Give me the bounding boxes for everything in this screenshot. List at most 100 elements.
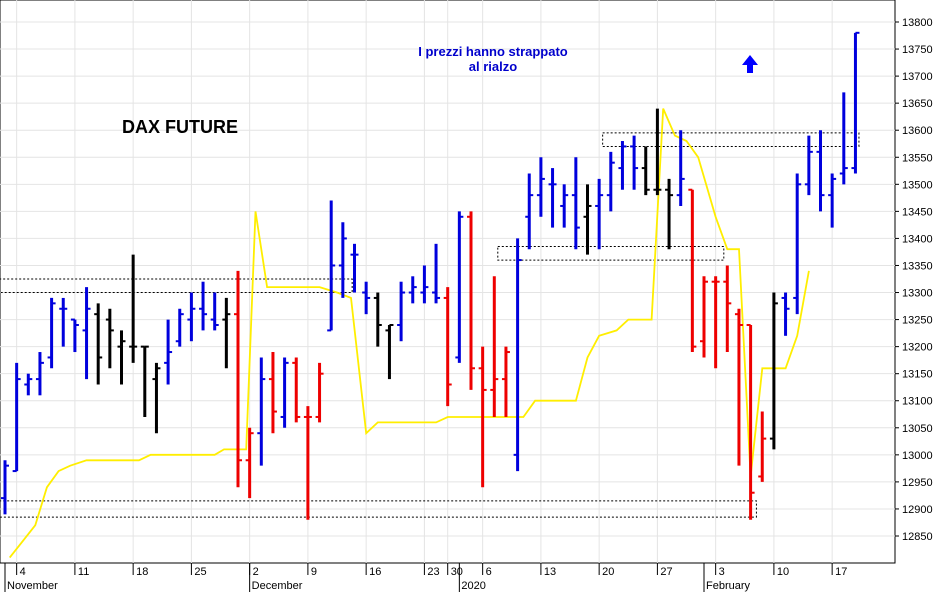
- ohlc-bar: [280, 357, 289, 428]
- ohlc-bar: [723, 265, 732, 353]
- ohlc-bar: [1, 460, 9, 515]
- resistance-support-boxes: [0, 132, 860, 518]
- yellow-indicator-line: [8, 108, 810, 559]
- y-tick-label: 13300: [902, 288, 933, 300]
- ohlc-bar: [525, 173, 534, 250]
- ohlc-bar: [59, 297, 68, 347]
- ohlc-bar: [35, 352, 44, 396]
- ohlc-bar: [688, 188, 697, 353]
- ohlc-bar: [338, 222, 347, 298]
- y-tick-label: 13600: [902, 125, 933, 137]
- ohlc-bar: [140, 345, 149, 417]
- ohlc-bar: [164, 319, 173, 385]
- x-tick-label: 6: [486, 566, 492, 578]
- arrow-shape: [742, 55, 758, 73]
- ohlc-bar: [152, 362, 161, 434]
- ohlc-bar: [478, 346, 487, 488]
- ohlc-bar: [746, 323, 755, 520]
- month-label: February: [706, 580, 751, 592]
- y-tick-label: 13450: [902, 206, 933, 218]
- ohlc-bar: [292, 357, 301, 423]
- ohlc-bar: [397, 281, 406, 342]
- ohlc-bar: [665, 178, 674, 250]
- ohlc-bar: [467, 211, 475, 390]
- y-axis-ticks: 12850 12900 12950 13000 13050 13100 13150 13200…: [895, 17, 933, 543]
- ohlc-bar: [560, 184, 569, 228]
- y-tick-label: 12950: [902, 477, 933, 489]
- x-tick-label: 27: [660, 566, 672, 578]
- x-tick-label: 3: [719, 566, 725, 578]
- ohlc-bar: [199, 281, 208, 331]
- ohlc-bar: [793, 173, 802, 315]
- ohlc-bar: [82, 287, 91, 380]
- ohlc-bar: [734, 308, 743, 466]
- price-range-box: [602, 132, 860, 147]
- x-tick-label: 2: [253, 566, 259, 578]
- y-tick-label: 13000: [902, 450, 933, 462]
- y-tick-label: 13100: [902, 396, 933, 408]
- ohlc-bar: [490, 276, 499, 417]
- ohlc-bar: [129, 254, 138, 363]
- chart-title: DAX FUTURE: [122, 117, 238, 137]
- up-arrow-icon: [742, 55, 758, 73]
- y-tick-label: 13650: [902, 98, 933, 110]
- y-tick-label: 13400: [902, 233, 933, 245]
- y-tick-label: 13050: [902, 423, 933, 435]
- ohlc-bar: [501, 346, 510, 417]
- y-tick-label: 13350: [902, 260, 933, 272]
- ohlc-bar: [222, 297, 231, 369]
- ohlc-bar: [630, 135, 639, 190]
- ohlc-bar: [408, 276, 417, 304]
- y-tick-label: 13200: [902, 342, 933, 354]
- ohlc-bar: [432, 243, 441, 304]
- x-tick-label: 13: [544, 566, 556, 578]
- ohlc-bar: [851, 31, 860, 174]
- ohlc-bar: [117, 330, 126, 385]
- yellow-line-series: [8, 108, 810, 559]
- ohlc-bar: [804, 135, 813, 196]
- x-tick-label: 9: [311, 566, 317, 578]
- y-tick-label: 13500: [902, 179, 933, 191]
- x-axis-ticks: 4 11 18 25 2 9 16 23 30 6 13 20 27 3 10 17 November Decem…: [4, 563, 847, 592]
- ohlc-bar: [315, 362, 324, 423]
- ohlc-bar: [47, 297, 56, 369]
- month-label: December: [252, 580, 303, 592]
- ohlc-bar: [583, 184, 592, 255]
- ohlc-bar: [769, 292, 778, 450]
- ohlc-bar: [385, 323, 394, 380]
- ohlc-bar: [257, 357, 266, 466]
- x-tick-label: 16: [369, 566, 381, 578]
- ohlc-bar: [618, 141, 627, 190]
- ohlc-bar: [70, 318, 79, 353]
- x-tick-label: 30: [451, 566, 463, 578]
- x-tick-label: 18: [136, 566, 148, 578]
- ohlc-bar: [839, 92, 848, 185]
- ohlc-bar: [12, 362, 21, 473]
- ohlc-bar: [303, 406, 312, 520]
- ohlc-bar: [350, 243, 359, 293]
- ohlc-bar: [606, 151, 615, 212]
- y-tick-label: 13550: [902, 152, 933, 164]
- ohlc-bar: [653, 108, 662, 196]
- x-tick-label: 20: [602, 566, 614, 578]
- ohlc-bar: [455, 211, 464, 363]
- x-tick-label: 23: [427, 566, 439, 578]
- ohlc-bar: [245, 427, 254, 499]
- ohlc-bars: [1, 31, 860, 520]
- month-label: 2020: [461, 580, 485, 592]
- ohlc-bar: [711, 276, 720, 369]
- y-tick-label: 12900: [902, 504, 933, 516]
- ohlc-bar: [175, 308, 184, 347]
- ohlc-bar: [234, 270, 242, 488]
- ohlc-bar: [373, 292, 382, 347]
- price-range-box: [0, 500, 757, 518]
- ohlc-bar: [548, 168, 557, 228]
- price-range-box: [0, 278, 353, 294]
- ohlc-bar: [268, 352, 277, 434]
- y-tick-label: 13700: [902, 71, 933, 83]
- ohlc-bar: [536, 157, 545, 217]
- ohlc-bar: [443, 287, 452, 407]
- ohlc-bar: [758, 411, 767, 482]
- ohlc-bar: [816, 130, 825, 212]
